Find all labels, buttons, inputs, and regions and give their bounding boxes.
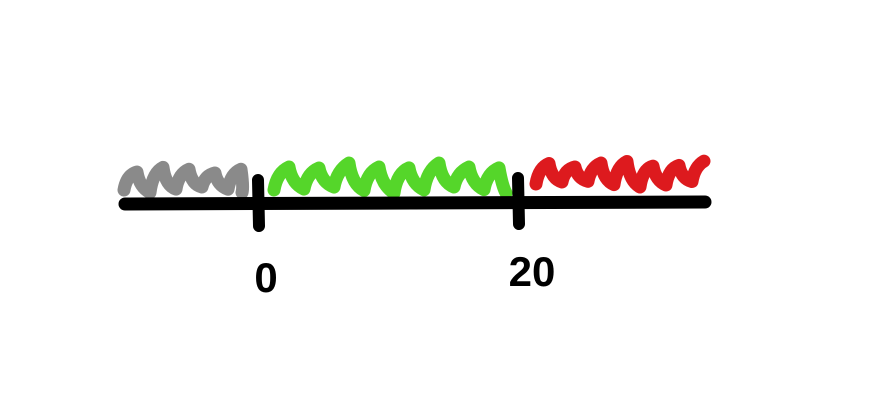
green-scribble xyxy=(267,156,513,200)
axis-line xyxy=(118,195,712,211)
tick-mark xyxy=(512,172,525,230)
gray-scribble xyxy=(117,160,250,200)
tick-label: 20 xyxy=(509,248,556,295)
red-scribble xyxy=(529,154,711,194)
tick-mark xyxy=(252,174,265,232)
tick-label: 0 xyxy=(254,254,277,301)
